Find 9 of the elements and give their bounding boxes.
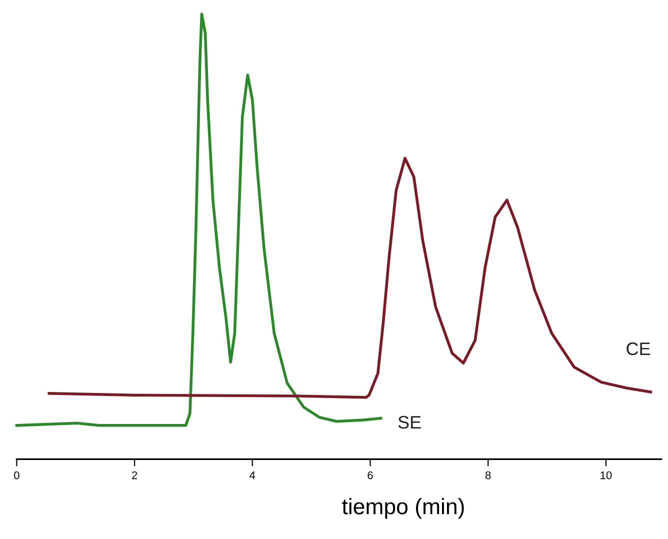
x-tick-label: 10 — [600, 471, 612, 480]
x-tick-label: 0 — [14, 471, 20, 480]
x-tick-label: 6 — [368, 471, 373, 480]
series-label: CE — [626, 342, 650, 356]
x-tick-label: 4 — [250, 471, 256, 480]
x-tick-label: 2 — [132, 471, 138, 480]
series-label: SE — [398, 416, 421, 429]
x-tick-label: 8 — [485, 471, 491, 480]
x-axis-title: tiempo (min) — [342, 498, 464, 519]
